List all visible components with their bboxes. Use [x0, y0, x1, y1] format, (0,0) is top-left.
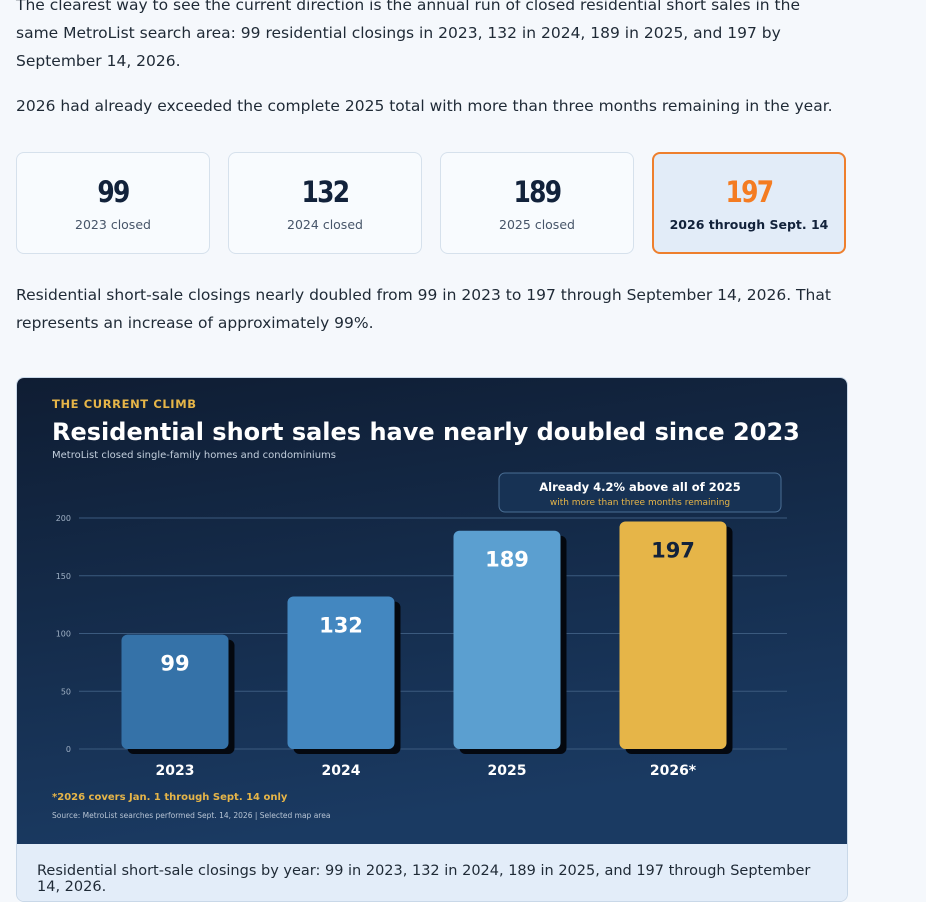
- chart-caption: Residential short-sale closings by year:…: [17, 844, 847, 901]
- bar: [121, 634, 229, 749]
- x-tick-label: 2026*: [650, 763, 697, 779]
- bar-value-label: 197: [651, 538, 695, 562]
- bar-value-label: 99: [160, 652, 189, 676]
- bar: [287, 596, 395, 749]
- intro-paragraph-2: 2026 had already exceeded the complete 2…: [16, 97, 833, 115]
- intro-paragraph-1: The clearest way to see the current dire…: [16, 0, 800, 70]
- stat-card-2024: 132 2024 closed: [228, 152, 422, 254]
- chart-title: Residential short sales have nearly doub…: [52, 418, 800, 446]
- y-tick-label: 150: [56, 572, 71, 581]
- stat-label: 2026 through Sept. 14: [669, 217, 829, 232]
- x-tick-label: 2024: [322, 763, 361, 779]
- summary-paragraph: Residential short-sale closings nearly d…: [16, 286, 831, 332]
- stat-label: 2023 closed: [75, 217, 151, 232]
- stat-value: 197: [725, 175, 775, 209]
- y-tick-label: 50: [61, 687, 71, 696]
- stat-card-2025: 189 2025 closed: [440, 152, 634, 254]
- chart-footnote: *2026 covers Jan. 1 through Sept. 14 onl…: [52, 792, 288, 803]
- stat-value: 189: [513, 175, 563, 209]
- y-tick-label: 0: [66, 745, 71, 754]
- bar-chart: THE CURRENT CLIMB Residential short sale…: [17, 378, 847, 844]
- callout-title: Already 4.2% above all of 2025: [539, 480, 740, 494]
- stat-card-2026: 197 2026 through Sept. 14: [652, 152, 846, 254]
- y-tick-label: 100: [56, 630, 71, 639]
- callout-box: [498, 472, 782, 513]
- stat-value: 99: [97, 175, 130, 209]
- bar: [453, 530, 561, 749]
- bar-value-label: 189: [485, 548, 529, 572]
- bars-layer: 99 2023 132 2024 189 2025 197 2026*: [121, 521, 733, 779]
- chart-eyebrow: THE CURRENT CLIMB: [52, 397, 197, 411]
- stat-label: 2025 closed: [499, 217, 575, 232]
- stat-card-2023: 99 2023 closed: [16, 152, 210, 254]
- chart-card: THE CURRENT CLIMB Residential short sale…: [16, 377, 848, 902]
- x-tick-label: 2023: [156, 763, 195, 779]
- bar-value-label: 132: [319, 614, 363, 638]
- callout-subtitle: with more than three months remaining: [550, 498, 730, 508]
- chart-source: Source: MetroList searches performed Sep…: [52, 811, 330, 820]
- stat-label: 2024 closed: [287, 217, 363, 232]
- stat-value: 132: [301, 175, 351, 209]
- y-tick-label: 200: [56, 514, 71, 523]
- bar: [619, 521, 727, 749]
- chart-subtitle: MetroList closed single-family homes and…: [52, 450, 336, 461]
- x-tick-label: 2025: [488, 763, 527, 779]
